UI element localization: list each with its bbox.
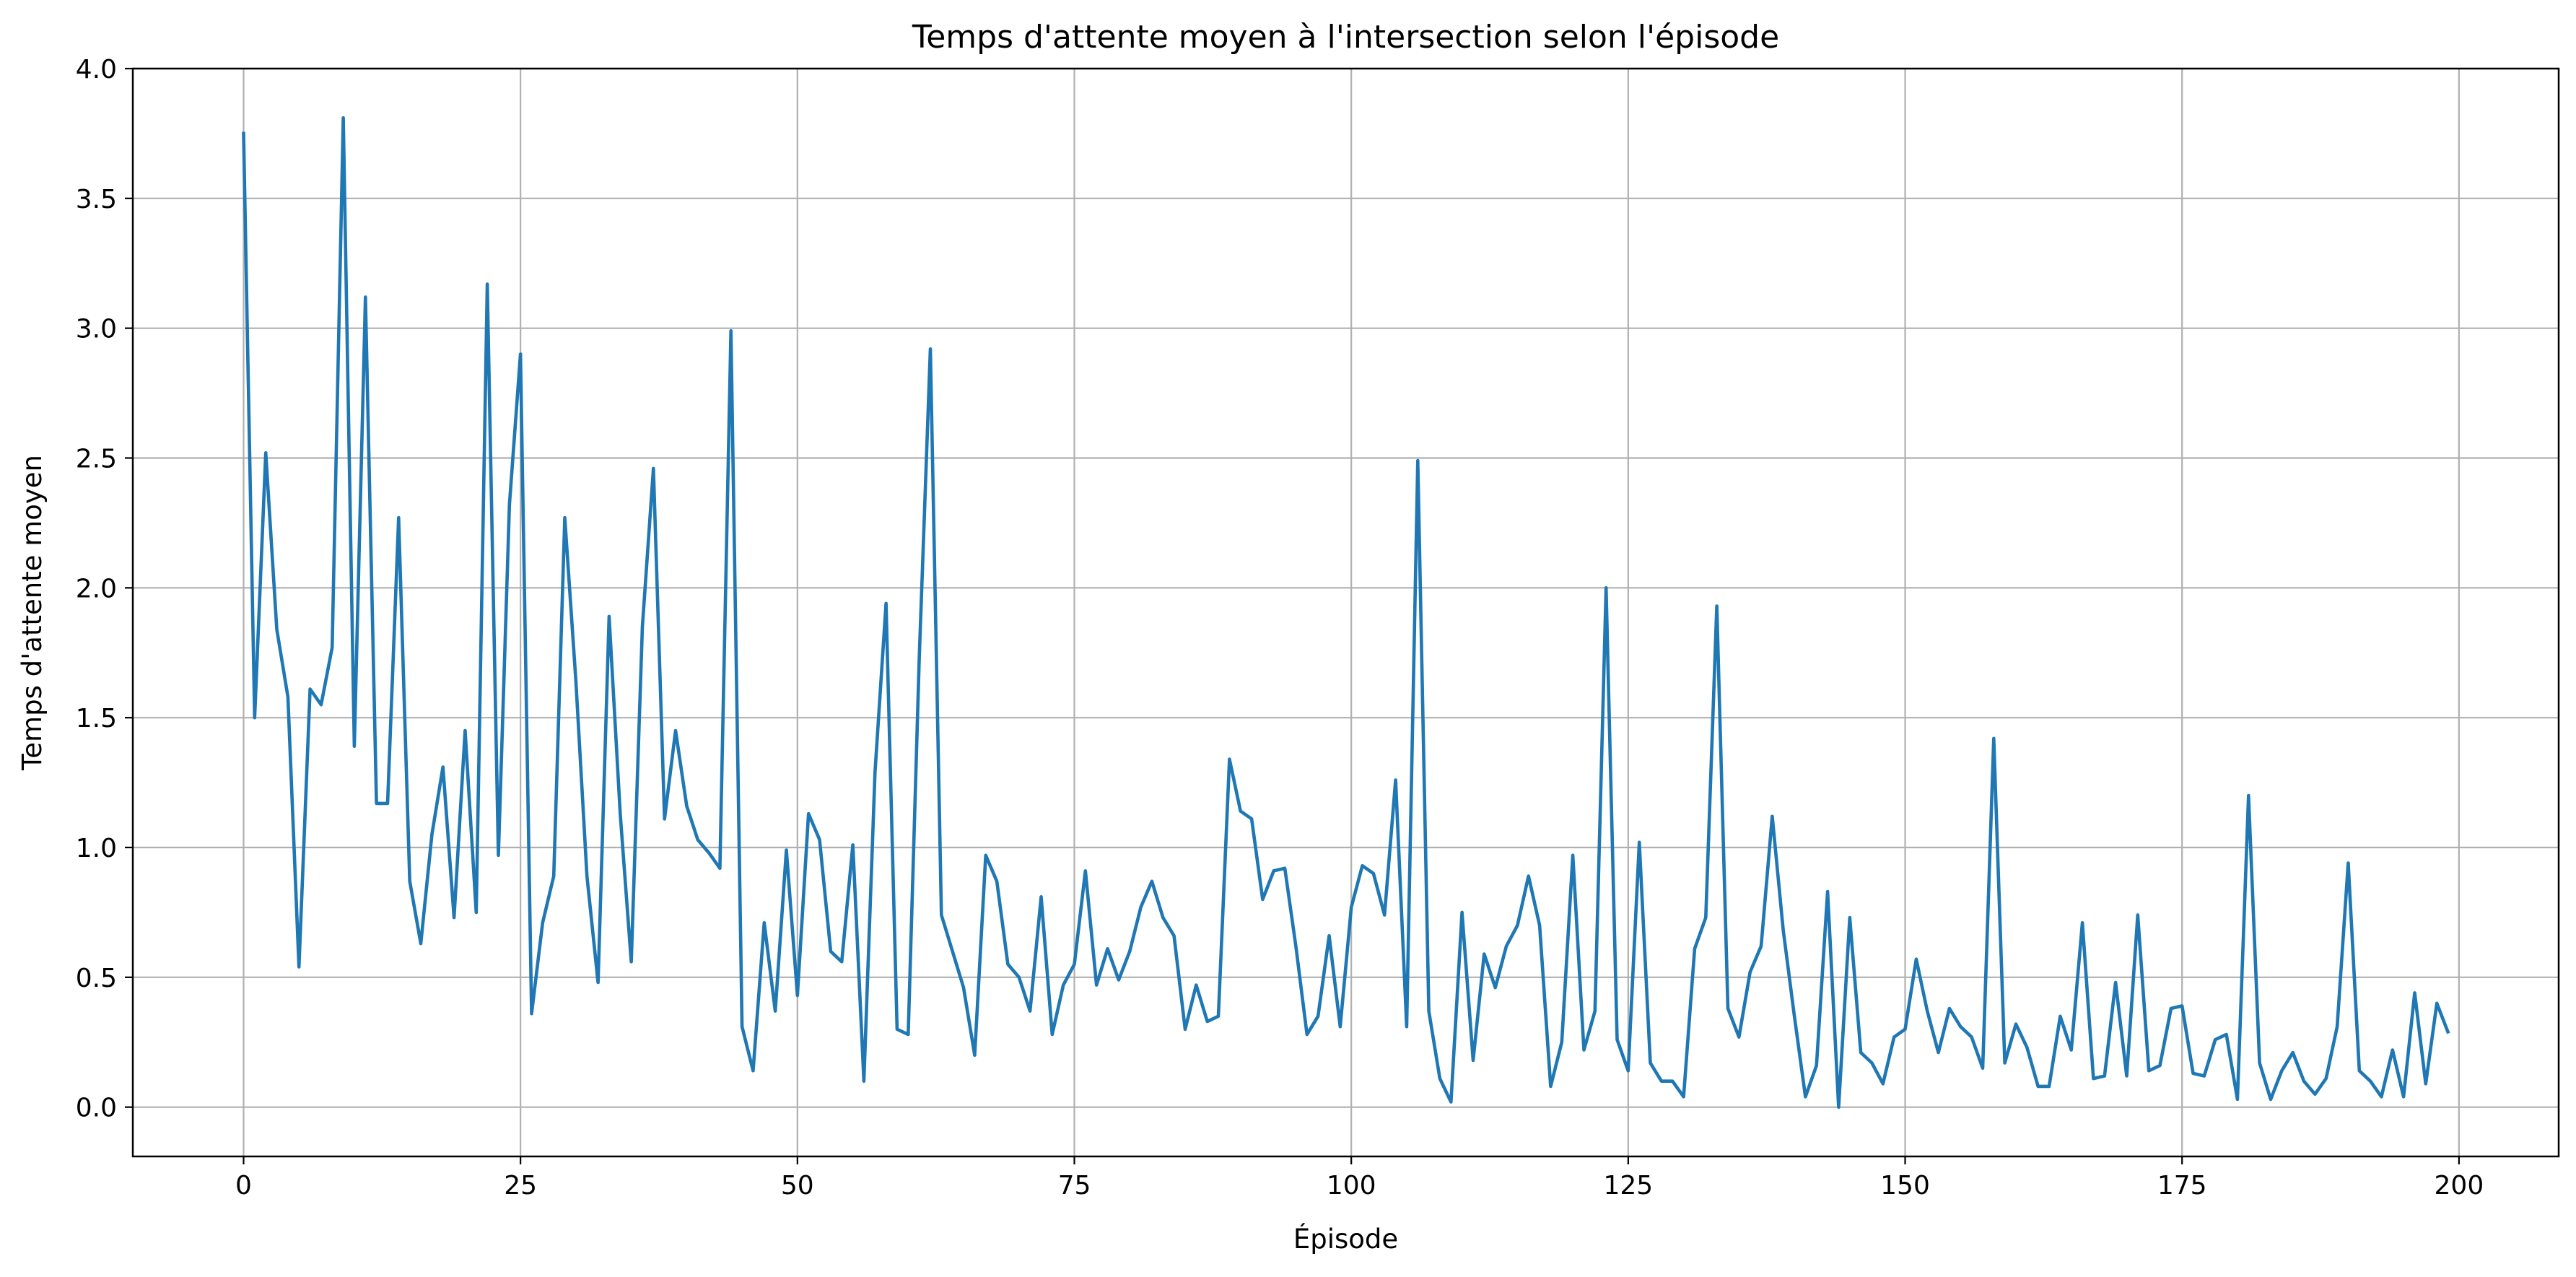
plot-frame bbox=[131, 67, 2560, 1158]
x-tick-label: 0 bbox=[235, 1171, 252, 1200]
y-ticks: 0.0 0.5 1.0 1.5 2.0 2.5 3.0 3.5 4.0 bbox=[76, 55, 133, 1123]
x-tick-label: 100 bbox=[1327, 1171, 1376, 1200]
x-tick-label: 25 bbox=[504, 1171, 537, 1200]
y-tick-label: 2.5 bbox=[76, 444, 117, 474]
y-tick-label: 0.5 bbox=[76, 964, 117, 993]
x-tick-label: 150 bbox=[1880, 1171, 1930, 1200]
x-tick-label: 125 bbox=[1603, 1171, 1653, 1200]
y-tick-label: 4.0 bbox=[76, 55, 117, 84]
x-tick-label: 175 bbox=[2157, 1171, 2207, 1200]
chart-title: Temps d'attente moyen à l'intersection s… bbox=[912, 19, 1779, 56]
y-tick-label: 2.0 bbox=[76, 574, 117, 603]
x-tick-label: 200 bbox=[2435, 1171, 2484, 1200]
y-tick-label: 3.0 bbox=[76, 315, 117, 344]
x-tick-label: 75 bbox=[1058, 1171, 1091, 1200]
y-tick-label: 3.5 bbox=[76, 185, 117, 214]
x-tick-label: 50 bbox=[781, 1171, 814, 1200]
series-line bbox=[242, 116, 2450, 1109]
y-axis-label: Temps d'attente moyen bbox=[17, 455, 48, 771]
x-ticks: 0 25 50 75 100 125 150 175 200 bbox=[235, 1156, 2484, 1200]
series-layer bbox=[242, 116, 2450, 1109]
x-axis-label: Épisode bbox=[1293, 1223, 1398, 1255]
y-tick-label: 1.0 bbox=[76, 834, 117, 863]
y-tick-label: 0.0 bbox=[76, 1094, 117, 1123]
y-tick-label: 1.5 bbox=[76, 704, 117, 733]
